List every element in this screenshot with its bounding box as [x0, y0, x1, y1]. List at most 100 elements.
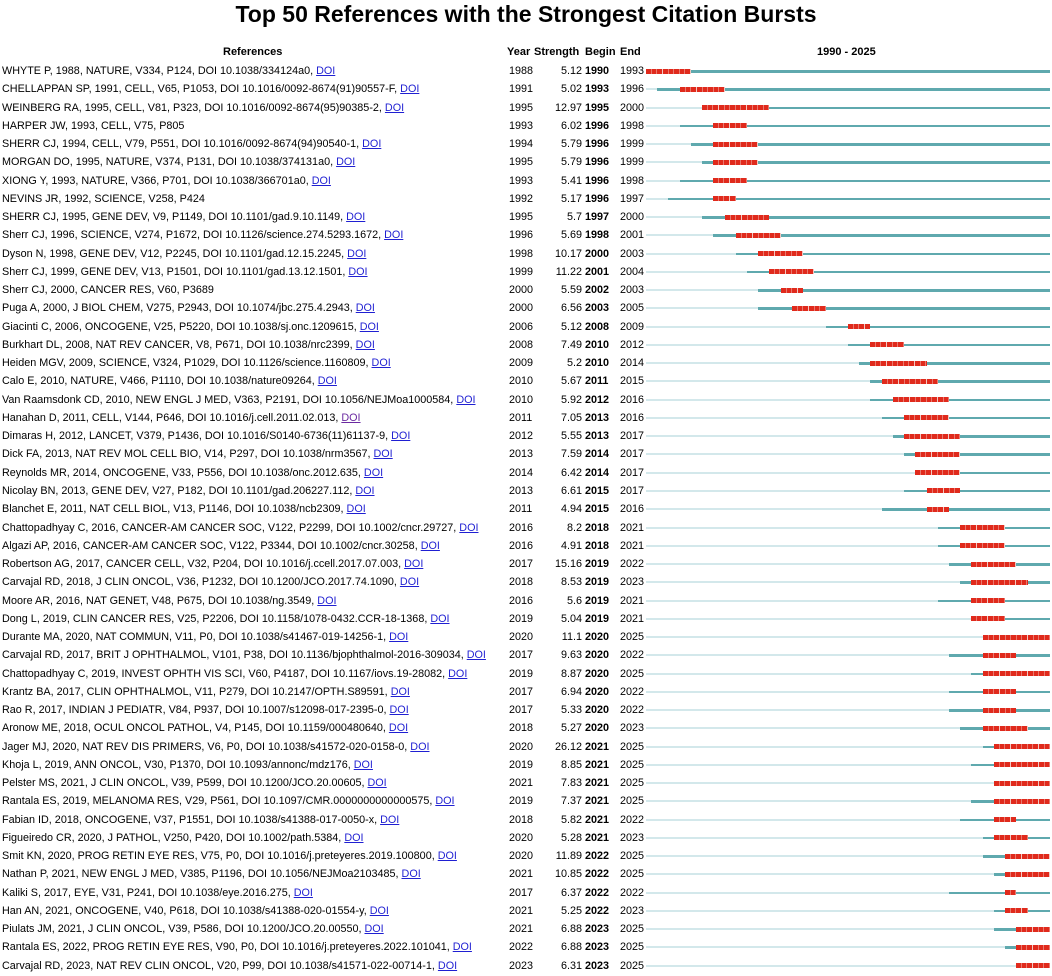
end-cell: 2023: [620, 904, 645, 917]
doi-link[interactable]: DOI: [452, 941, 472, 954]
doi-link[interactable]: DOI: [346, 503, 366, 516]
reference-text: Nathan P, 2021, NEW ENGL J MED, V385, P1…: [2, 868, 399, 881]
strength-cell: 5.2: [566, 357, 582, 370]
doi-link[interactable]: DOI: [344, 831, 364, 844]
strength-cell: 26.12: [554, 740, 582, 753]
doi-link[interactable]: DOI: [459, 521, 479, 534]
reference-cell: Sherr CJ, 1999, GENE DEV, V13, P1501, DO…: [2, 263, 507, 281]
doi-link[interactable]: DOI: [362, 138, 382, 151]
begin-cell: 2018: [585, 539, 610, 552]
end-cell: 2001: [620, 229, 645, 242]
doi-link[interactable]: DOI: [380, 813, 400, 826]
doi-link[interactable]: DOI: [448, 667, 468, 680]
reference-cell: Carvajal RD, 2017, BRIT J OPHTHALMOL, V1…: [2, 646, 507, 664]
doi-link[interactable]: DOI: [341, 411, 361, 424]
timeline-pre-publication-segment: [646, 143, 691, 146]
table-row: Carvajal RD, 2018, J CLIN ONCOL, V36, P1…: [0, 573, 1052, 591]
doi-link[interactable]: DOI: [359, 320, 379, 333]
doi-link[interactable]: DOI: [363, 466, 384, 479]
doi-link[interactable]: DOI: [384, 229, 404, 242]
doi-link[interactable]: DOI: [346, 211, 366, 224]
table-row: Sherr CJ, 2000, CANCER RES, V60, P3689 20…: [0, 281, 1052, 299]
doi-link[interactable]: DOI: [353, 758, 373, 771]
table-row: Dick FA, 2013, NAT REV MOL CELL BIO, V14…: [0, 445, 1052, 463]
doi-link[interactable]: DOI: [367, 777, 387, 790]
doi-link[interactable]: DOI: [384, 101, 405, 114]
table-row: Figueiredo CR, 2020, J PATHOL, V250, P42…: [0, 829, 1052, 847]
doi-link[interactable]: DOI: [355, 338, 375, 351]
year-cell: 1996: [509, 229, 534, 242]
doi-link[interactable]: DOI: [400, 83, 420, 96]
doi-link[interactable]: DOI: [317, 375, 337, 388]
reference-cell: Nathan P, 2021, NEW ENGL J MED, V385, P1…: [2, 865, 507, 883]
doi-link[interactable]: DOI: [390, 685, 410, 698]
doi-link[interactable]: DOI: [437, 959, 458, 972]
year-cell: 2020: [509, 850, 534, 863]
strength-cell: 6.31: [560, 959, 582, 972]
begin-cell: 2012: [585, 393, 610, 406]
table-row: Pelster MS, 2021, J CLIN ONCOL, V39, P59…: [0, 774, 1052, 792]
begin-cell: 2020: [585, 722, 610, 735]
doi-link[interactable]: DOI: [364, 923, 384, 936]
strength-cell: 6.94: [560, 685, 582, 698]
doi-link[interactable]: DOI: [391, 430, 411, 443]
doi-link[interactable]: DOI: [311, 174, 331, 187]
strength-cell: 5.33: [560, 704, 582, 717]
end-cell: 2022: [620, 685, 645, 698]
references-column-header: References: [223, 46, 283, 58]
timeline-pre-publication-segment: [646, 636, 983, 639]
reference-text: CHELLAPPAN SP, 1991, CELL, V65, P1053, D…: [2, 83, 398, 96]
doi-link[interactable]: DOI: [355, 484, 375, 497]
doi-link[interactable]: DOI: [373, 448, 393, 461]
strength-cell: 5.6: [566, 594, 582, 607]
doi-link[interactable]: DOI: [456, 393, 476, 406]
doi-link[interactable]: DOI: [293, 886, 313, 899]
doi-link[interactable]: DOI: [317, 594, 337, 607]
doi-link[interactable]: DOI: [371, 357, 391, 370]
reference-text: Sherr CJ, 1999, GENE DEV, V13, P1501, DO…: [2, 265, 346, 278]
citation-burst-bar: [713, 159, 759, 165]
doi-link[interactable]: DOI: [401, 868, 421, 881]
timeline-pre-publication-segment: [646, 654, 949, 657]
doi-link[interactable]: DOI: [404, 558, 424, 571]
doi-link[interactable]: DOI: [420, 539, 440, 552]
doi-link[interactable]: DOI: [399, 576, 420, 589]
end-cell: 2025: [620, 850, 645, 863]
year-cell: 2017: [509, 886, 534, 899]
doi-link[interactable]: DOI: [388, 722, 409, 735]
doi-link[interactable]: DOI: [389, 704, 409, 717]
doi-link[interactable]: DOI: [437, 850, 457, 863]
begin-cell: 2021: [585, 758, 610, 771]
doi-link[interactable]: DOI: [435, 795, 455, 808]
doi-link[interactable]: DOI: [336, 156, 356, 169]
doi-link[interactable]: DOI: [347, 247, 367, 260]
reference-text: WEINBERG RA, 1995, CELL, V81, P323, DOI …: [2, 101, 382, 114]
reference-text: Heiden MGV, 2009, SCIENCE, V324, P1029, …: [2, 357, 369, 370]
end-cell: 2025: [620, 777, 645, 790]
reference-cell: WEINBERG RA, 1995, CELL, V81, P323, DOI …: [2, 99, 507, 117]
end-cell: 2021: [620, 539, 645, 552]
reference-text: Sherr CJ, 2000, CANCER RES, V60, P3689: [2, 284, 214, 297]
table-row: MORGAN DO, 1995, NATURE, V374, P131, DOI…: [0, 153, 1052, 171]
begin-cell: 2022: [585, 904, 610, 917]
timeline-active-segment: [870, 380, 1050, 383]
doi-link[interactable]: DOI: [389, 631, 409, 644]
year-cell: 1998: [509, 247, 534, 260]
doi-link[interactable]: DOI: [410, 740, 430, 753]
strength-cell: 8.2: [566, 521, 582, 534]
doi-link[interactable]: DOI: [348, 265, 368, 278]
doi-link[interactable]: DOI: [466, 649, 486, 662]
table-row: Heiden MGV, 2009, SCIENCE, V324, P1029, …: [0, 354, 1052, 372]
reference-text: Dong L, 2019, CLIN CANCER RES, V25, P220…: [2, 612, 428, 625]
timeline-pre-publication-segment: [646, 599, 938, 602]
strength-cell: 5.69: [560, 229, 582, 242]
reference-cell: Durante MA, 2020, NAT COMMUN, V11, P0, D…: [2, 628, 507, 646]
doi-link[interactable]: DOI: [316, 65, 336, 77]
citation-burst-bar: [904, 433, 961, 439]
doi-link[interactable]: DOI: [369, 904, 389, 917]
doi-link[interactable]: DOI: [355, 302, 375, 315]
table-row: Blanchet E, 2011, NAT CELL BIOL, V13, P1…: [0, 500, 1052, 518]
strength-cell: 7.37: [560, 795, 582, 808]
table-row: Dong L, 2019, CLIN CANCER RES, V25, P220…: [0, 610, 1052, 628]
doi-link[interactable]: DOI: [430, 612, 450, 625]
